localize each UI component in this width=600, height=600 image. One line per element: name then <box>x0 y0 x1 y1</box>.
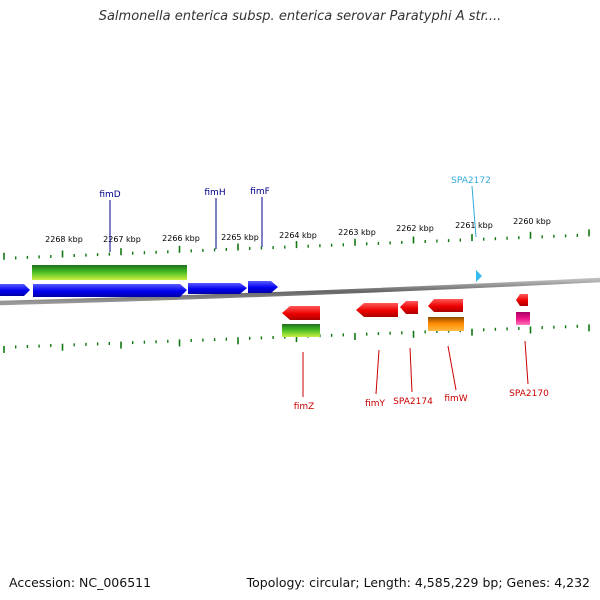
bottom-gene-labels: fimZ fimY SPA2174 fimW SPA2170 <box>294 340 549 412</box>
cds-arrow[interactable] <box>356 303 398 317</box>
gene-label-SPA2172[interactable]: SPA2172 <box>451 176 491 186</box>
forward-strand-features <box>0 265 482 297</box>
label-leader <box>375 349 380 395</box>
cds-arrow[interactable] <box>516 294 528 306</box>
genome-backbone <box>0 277 600 306</box>
tick-label: 2262 kbp <box>396 224 434 233</box>
outer-tick-ring <box>3 229 590 260</box>
tick-label: 2268 kbp <box>45 235 83 244</box>
tick-label: 2266 kbp <box>162 234 200 243</box>
tick-label: 2261 kbp <box>455 221 493 230</box>
cds-arrow[interactable] <box>428 299 463 312</box>
gene-label-SPA2170[interactable]: SPA2170 <box>509 389 549 399</box>
gene-label-SPA2174[interactable]: SPA2174 <box>393 397 433 407</box>
gene-label-fimF[interactable]: fimF <box>250 187 270 197</box>
gene-label-fimW[interactable]: fimW <box>444 394 467 404</box>
map-title: Salmonella enterica subsp. enterica sero… <box>98 9 502 24</box>
tick-label: 2264 kbp <box>279 231 317 240</box>
cds-arrow[interactable] <box>282 306 320 320</box>
cds-arrow[interactable] <box>0 284 30 296</box>
tick-label: 2263 kbp <box>338 228 376 237</box>
cds-arrow[interactable] <box>248 281 278 293</box>
pseudo-gene-marker[interactable] <box>516 312 530 325</box>
reverse-strand-features <box>282 294 530 337</box>
inner-tick-ring <box>3 324 590 353</box>
accession-text: Accession: NC_006511 <box>9 575 152 590</box>
gene-label-fimY[interactable]: fimY <box>365 399 385 409</box>
genome-stats-text: Topology: circular; Length: 4,585,229 bp… <box>246 575 590 590</box>
label-leader <box>471 185 477 238</box>
gene-feature-bar[interactable] <box>282 324 320 337</box>
tick-label: 2265 kbp <box>221 233 259 242</box>
rna-marker[interactable] <box>476 270 482 282</box>
label-leader <box>447 345 457 391</box>
gene-label-fimD[interactable]: fimD <box>99 190 120 200</box>
top-gene-labels: fimD fimH fimF SPA2172 <box>99 176 491 252</box>
gene-label-fimH[interactable]: fimH <box>204 188 225 198</box>
tick-label: 2260 kbp <box>513 217 551 226</box>
cds-arrow[interactable] <box>400 301 418 314</box>
label-leader <box>524 340 529 385</box>
label-leader <box>409 347 413 393</box>
cds-arrow[interactable] <box>188 283 247 294</box>
gene-feature-bar[interactable] <box>32 265 187 280</box>
gene-feature-bar[interactable] <box>428 317 464 331</box>
tick-labels: 2268 kbp 2267 kbp 2266 kbp 2265 kbp 2264… <box>45 217 551 244</box>
cds-arrow[interactable] <box>33 284 187 297</box>
tick-label: 2267 kbp <box>103 235 141 244</box>
gene-label-fimZ[interactable]: fimZ <box>294 402 315 412</box>
